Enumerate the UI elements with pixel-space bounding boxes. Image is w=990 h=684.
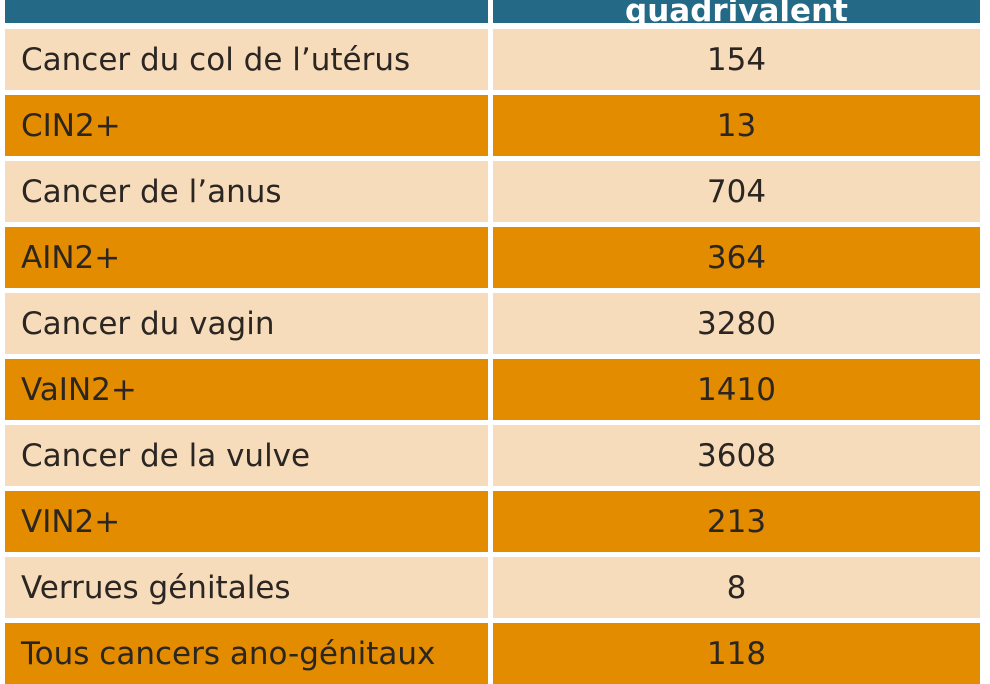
row-value-text: 704 [706, 173, 767, 210]
row-value: 154 [493, 29, 980, 90]
row-label: CIN2+ [5, 95, 488, 156]
header-cell [5, 0, 488, 23]
row-label: AIN2+ [5, 227, 488, 288]
row-value-text: 3280 [697, 305, 776, 342]
row-value-text: 118 [706, 635, 767, 672]
row-label-text: VIN2+ [21, 503, 121, 540]
row-value-text: 213 [706, 503, 767, 540]
row-label-text: CIN2+ [21, 107, 121, 144]
row-value-text: 8 [726, 569, 747, 606]
row-value: 13 [493, 95, 980, 156]
row-label-text: VaIN2+ [21, 371, 137, 408]
row-label: Cancer de l’anus [5, 161, 488, 222]
row-label: VIN2+ [5, 491, 488, 552]
row-value-text: 154 [706, 41, 767, 78]
header-cell-text: quadrivalent [625, 0, 848, 23]
row-label-text: Cancer de l’anus [21, 173, 282, 210]
page: {"table": { "header": ["quadrivalent"], … [5, 0, 980, 684]
row-label: Verrues génitales [5, 557, 488, 618]
header-cell: quadrivalent [493, 0, 980, 23]
row-value: 704 [493, 161, 980, 222]
row-value: 1410 [493, 359, 980, 420]
row-label: Cancer de la vulve [5, 425, 488, 486]
row-value-text: 364 [706, 239, 767, 276]
row-label-text: Cancer de la vulve [21, 437, 311, 474]
row-label: Cancer du col de l’utérus [5, 29, 488, 90]
row-value-text: 1410 [697, 371, 776, 408]
row-label: VaIN2+ [5, 359, 488, 420]
row-label-text: Cancer du col de l’utérus [21, 41, 411, 78]
row-label: Tous cancers ano-génitaux [5, 623, 488, 684]
row-label-text: Verrues génitales [21, 569, 291, 606]
row-value: 3280 [493, 293, 980, 354]
row-value: 364 [493, 227, 980, 288]
row-value: 213 [493, 491, 980, 552]
row-label-text: AIN2+ [21, 239, 121, 276]
row-label-text: Tous cancers ano-génitaux [21, 635, 436, 672]
row-value-text: 3608 [697, 437, 776, 474]
row-value: 118 [493, 623, 980, 684]
row-value-text: 13 [716, 107, 757, 144]
row-value: 3608 [493, 425, 980, 486]
row-label: Cancer du vagin [5, 293, 488, 354]
row-label-text: Cancer du vagin [21, 305, 275, 342]
row-value: 8 [493, 557, 980, 618]
